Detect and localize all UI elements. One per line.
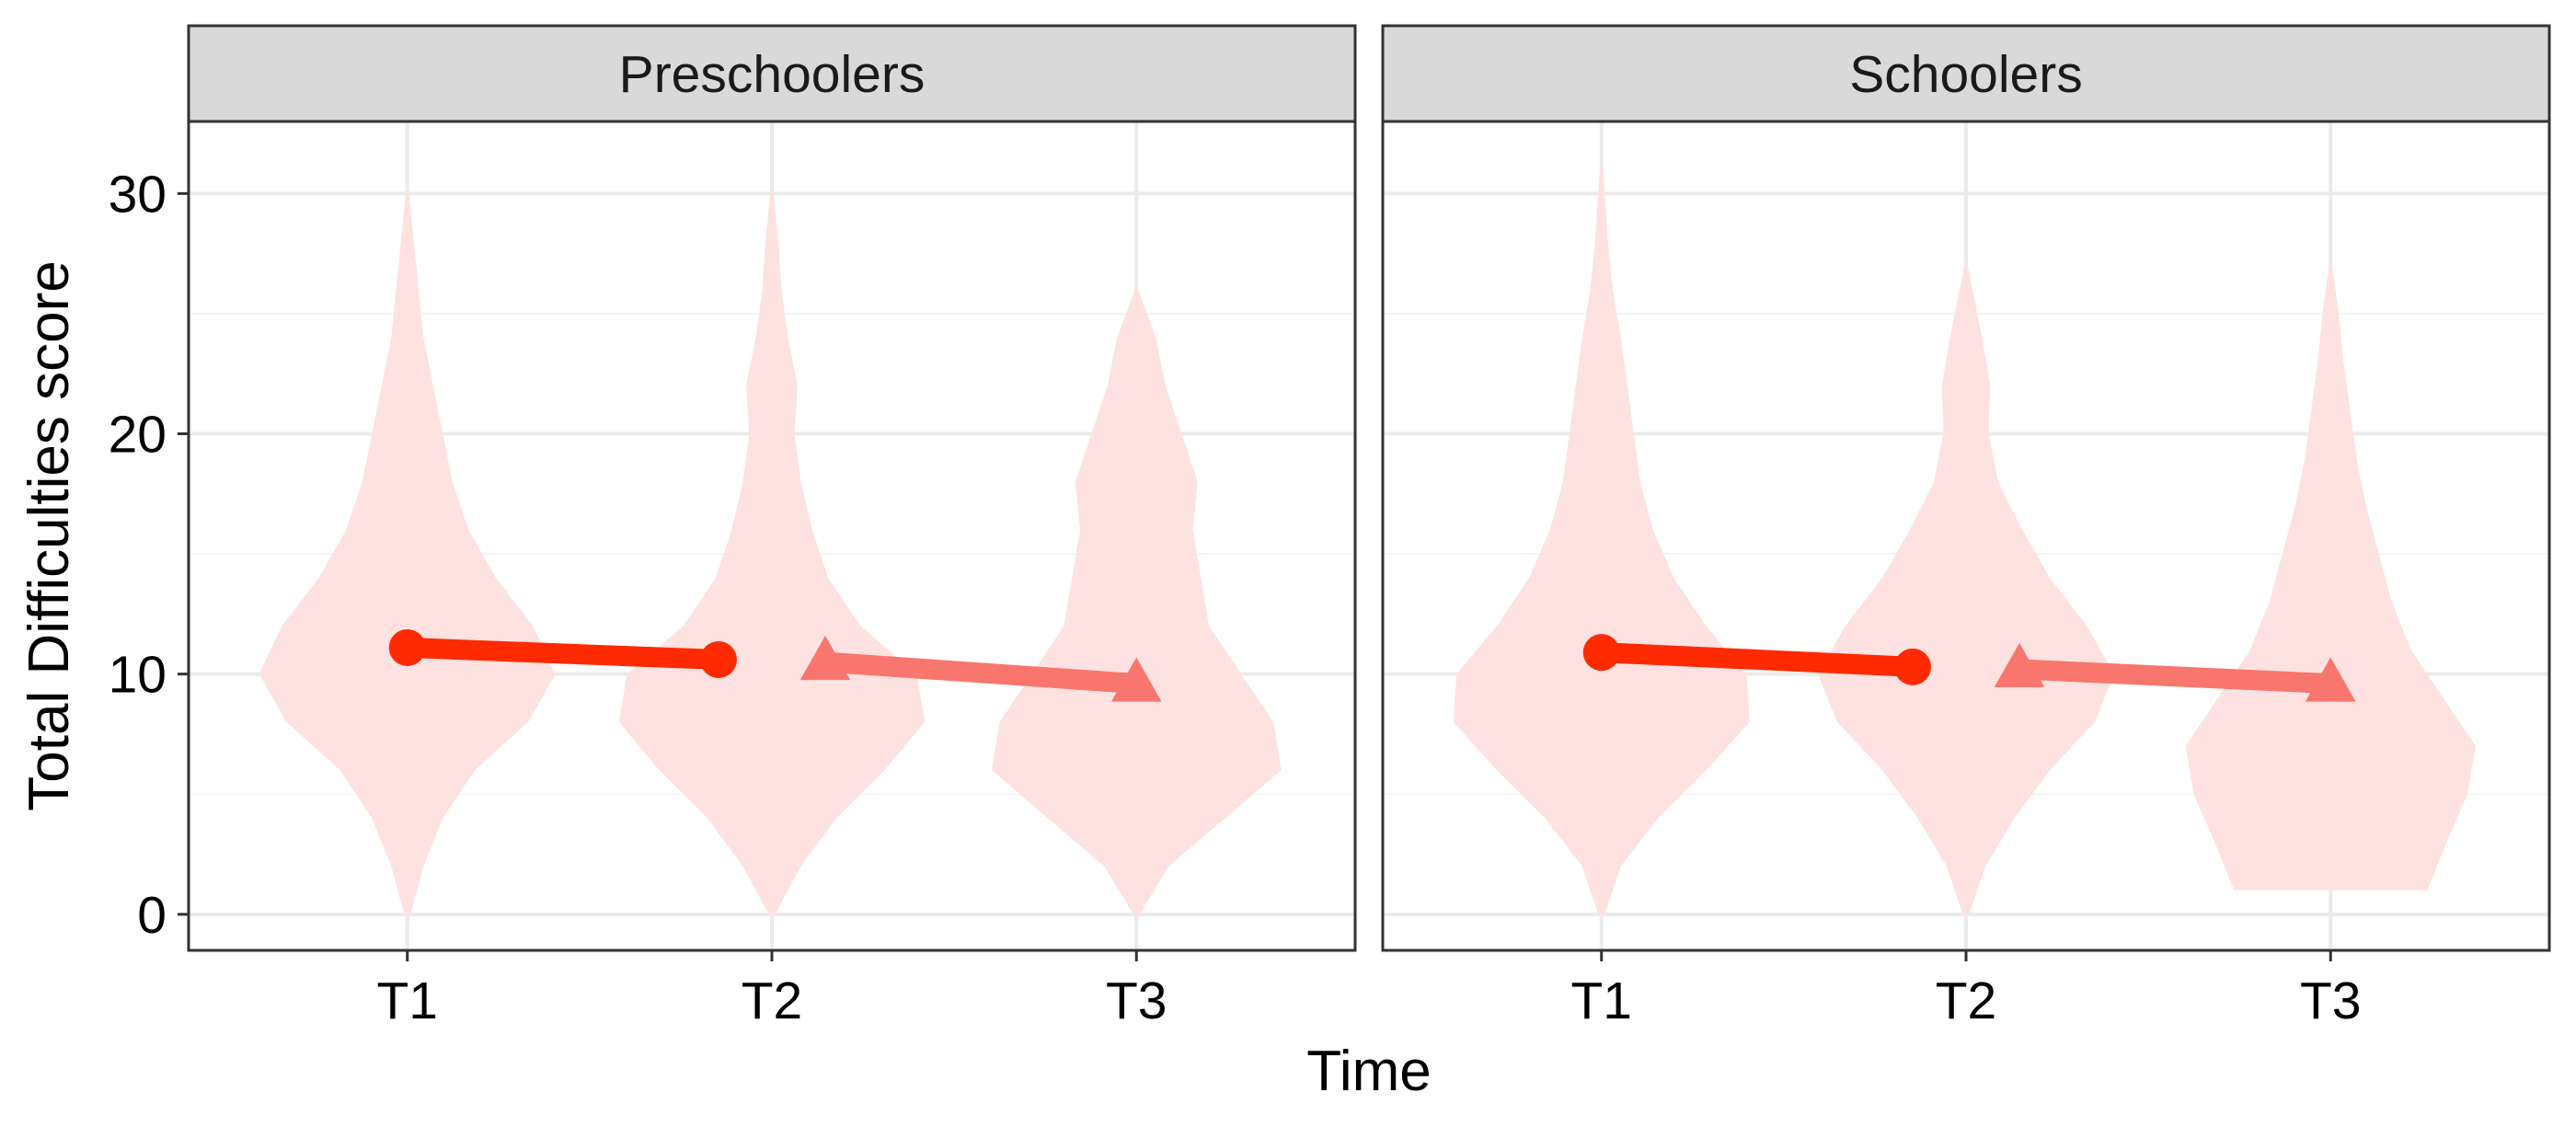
- facet-strip-label: Preschoolers: [619, 45, 926, 104]
- data-point-circle: [388, 628, 426, 666]
- violin-t1: [1453, 169, 1750, 914]
- data-point-triangle: [2305, 657, 2356, 702]
- facet-strip-label: Schoolers: [1849, 45, 2082, 104]
- y-axis-title: Total Difficulties score: [17, 260, 81, 811]
- x-tick-label: T3: [1106, 972, 1167, 1030]
- panel-preschoolers: Preschoolers T1 T2 T3: [187, 24, 1357, 1030]
- x-tick-label: T3: [2300, 972, 2362, 1030]
- facet-strip: [187, 24, 1357, 123]
- x-tick-label: T1: [1570, 972, 1632, 1030]
- y-tick-label: 10: [109, 646, 167, 705]
- panel-schoolers: Schoolers T1 T2 T3: [1381, 24, 2551, 1030]
- violin-t1: [259, 193, 556, 914]
- data-point-triangle: [1994, 642, 2045, 687]
- data-point-triangle: [799, 636, 851, 681]
- data-point-circle: [700, 640, 737, 678]
- x-tick-label: T2: [1936, 972, 1997, 1030]
- facet-strip: [1381, 24, 2551, 123]
- y-tick-label: 30: [109, 165, 167, 224]
- violin-t3: [2185, 265, 2476, 891]
- y-tick-label: 0: [137, 886, 167, 945]
- violin-t2: [1818, 265, 2114, 914]
- data-point-circle: [1894, 648, 1931, 685]
- series-line-circle: [1601, 642, 1914, 677]
- x-tick-label: T1: [376, 972, 438, 1030]
- series-line-triangle: [824, 651, 1138, 695]
- y-tick-label: 20: [109, 406, 167, 465]
- data-point-triangle: [1110, 657, 1162, 702]
- series-line-circle: [407, 637, 719, 670]
- data-point-circle: [1582, 634, 1620, 672]
- violin-t2: [618, 193, 926, 914]
- x-tick-label: T2: [742, 972, 803, 1030]
- series-line-triangle: [2018, 659, 2331, 695]
- violin-t3: [991, 289, 1282, 914]
- x-axis-title: Time: [1306, 1040, 1431, 1103]
